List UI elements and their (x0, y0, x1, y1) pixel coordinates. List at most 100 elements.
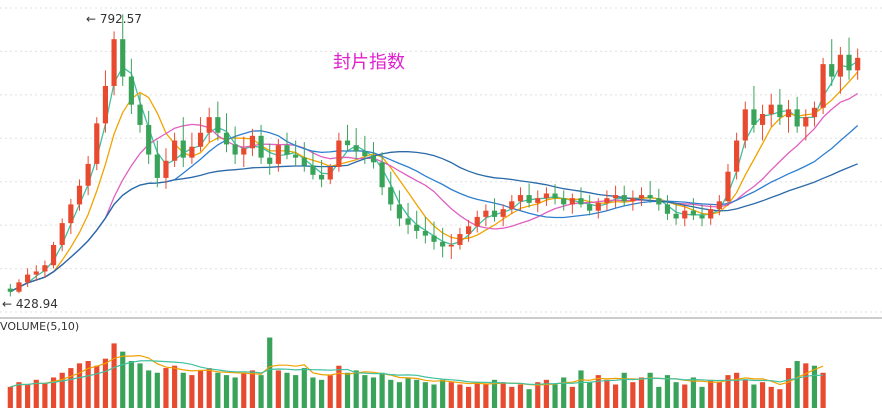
candle-down (422, 230, 428, 236)
candle-down (180, 140, 186, 158)
candle-down (223, 132, 230, 145)
volume-bar (206, 368, 212, 408)
candle-down (293, 154, 299, 158)
volume-bar (197, 370, 204, 408)
volume-bar (68, 368, 74, 408)
candle-down (552, 193, 558, 199)
candle-down (656, 198, 662, 205)
candle-up (517, 195, 524, 202)
volume-bar (690, 377, 696, 408)
candle-down (301, 157, 307, 166)
volume-bar (284, 372, 290, 408)
volume-bar (111, 343, 117, 408)
volume-bar (422, 382, 428, 408)
volume-bar (751, 384, 757, 408)
candle-down (751, 109, 757, 125)
candle-down (526, 195, 532, 203)
volume-bar (137, 363, 143, 408)
volume-bar (241, 372, 247, 408)
volume-bar (630, 382, 636, 408)
candle-up (785, 109, 792, 118)
max-value-label: ← 792.57 (86, 12, 142, 26)
candle-up (448, 244, 454, 247)
candle-up (569, 198, 575, 205)
candle-up (535, 198, 541, 203)
candle-down (673, 213, 679, 219)
candle-up (465, 226, 472, 235)
candle-down (310, 165, 316, 175)
volume-ma-lines (10, 354, 824, 388)
volume-bar (362, 375, 368, 408)
volume-bar (33, 379, 39, 408)
price-grid (0, 7, 882, 313)
volume-bar (483, 384, 489, 408)
volume-bar (16, 382, 22, 408)
volume-bar (647, 372, 653, 408)
candle-up (708, 209, 714, 219)
candle-down (829, 64, 835, 77)
volume-bar (465, 386, 472, 408)
volume-bar (578, 370, 584, 408)
candle-up (336, 140, 342, 168)
candle-down (405, 218, 411, 225)
candle-down (647, 195, 653, 199)
volume-bar (552, 384, 558, 408)
candle-up (163, 160, 169, 178)
volume-bar (725, 375, 731, 408)
candle-down (440, 241, 446, 247)
candle-up (50, 244, 57, 266)
volume-bar (759, 382, 766, 408)
moving-average-lines (9, 60, 859, 293)
candle-down (353, 145, 359, 152)
candle-down (362, 151, 368, 157)
volume-bar (638, 377, 645, 408)
max-value-text: 792.57 (99, 12, 142, 26)
volume-bar (699, 386, 705, 408)
candle-up (197, 132, 204, 147)
volume-bar (189, 375, 195, 408)
candle-down (777, 104, 783, 118)
candle-down (664, 204, 671, 214)
volume-bar (785, 368, 792, 408)
ma30-line (9, 125, 859, 293)
volume-bar (301, 368, 307, 408)
volume-bar (474, 382, 480, 408)
ma20-line (9, 92, 859, 293)
volume-bar (154, 372, 160, 408)
candle-up (725, 171, 731, 202)
candle-up (76, 185, 83, 205)
candle-down (561, 198, 567, 205)
volume-bars (7, 337, 826, 408)
arrow-left-icon: ← (86, 12, 97, 26)
candle-up (474, 216, 480, 227)
volume-bar (232, 377, 238, 408)
candle-up (734, 140, 740, 172)
volume-bar (517, 384, 524, 408)
volume-bar (448, 382, 454, 408)
candle-down (258, 135, 264, 158)
volume-bar (440, 379, 446, 408)
candle-up (327, 167, 333, 180)
candle-up (742, 109, 748, 141)
candle-up (25, 274, 31, 283)
volume-bar (595, 375, 601, 408)
candle-up (716, 201, 722, 210)
volume-bar (128, 361, 134, 408)
volume-bar (414, 379, 420, 408)
volume-bar (535, 382, 541, 408)
volume-bar (7, 386, 13, 408)
candle-up (172, 140, 178, 161)
volume-bar (388, 379, 394, 408)
volume-bar (327, 375, 333, 408)
volume-bar (258, 375, 264, 408)
volume-bar (379, 372, 385, 408)
candle-down (578, 198, 584, 205)
volume-bar (500, 382, 506, 408)
volume-bar (509, 386, 515, 408)
candle-up (682, 210, 688, 219)
candle-down (621, 195, 627, 202)
volume-bar (319, 379, 325, 408)
volume-bar (172, 365, 178, 408)
volume-bar (85, 361, 91, 408)
